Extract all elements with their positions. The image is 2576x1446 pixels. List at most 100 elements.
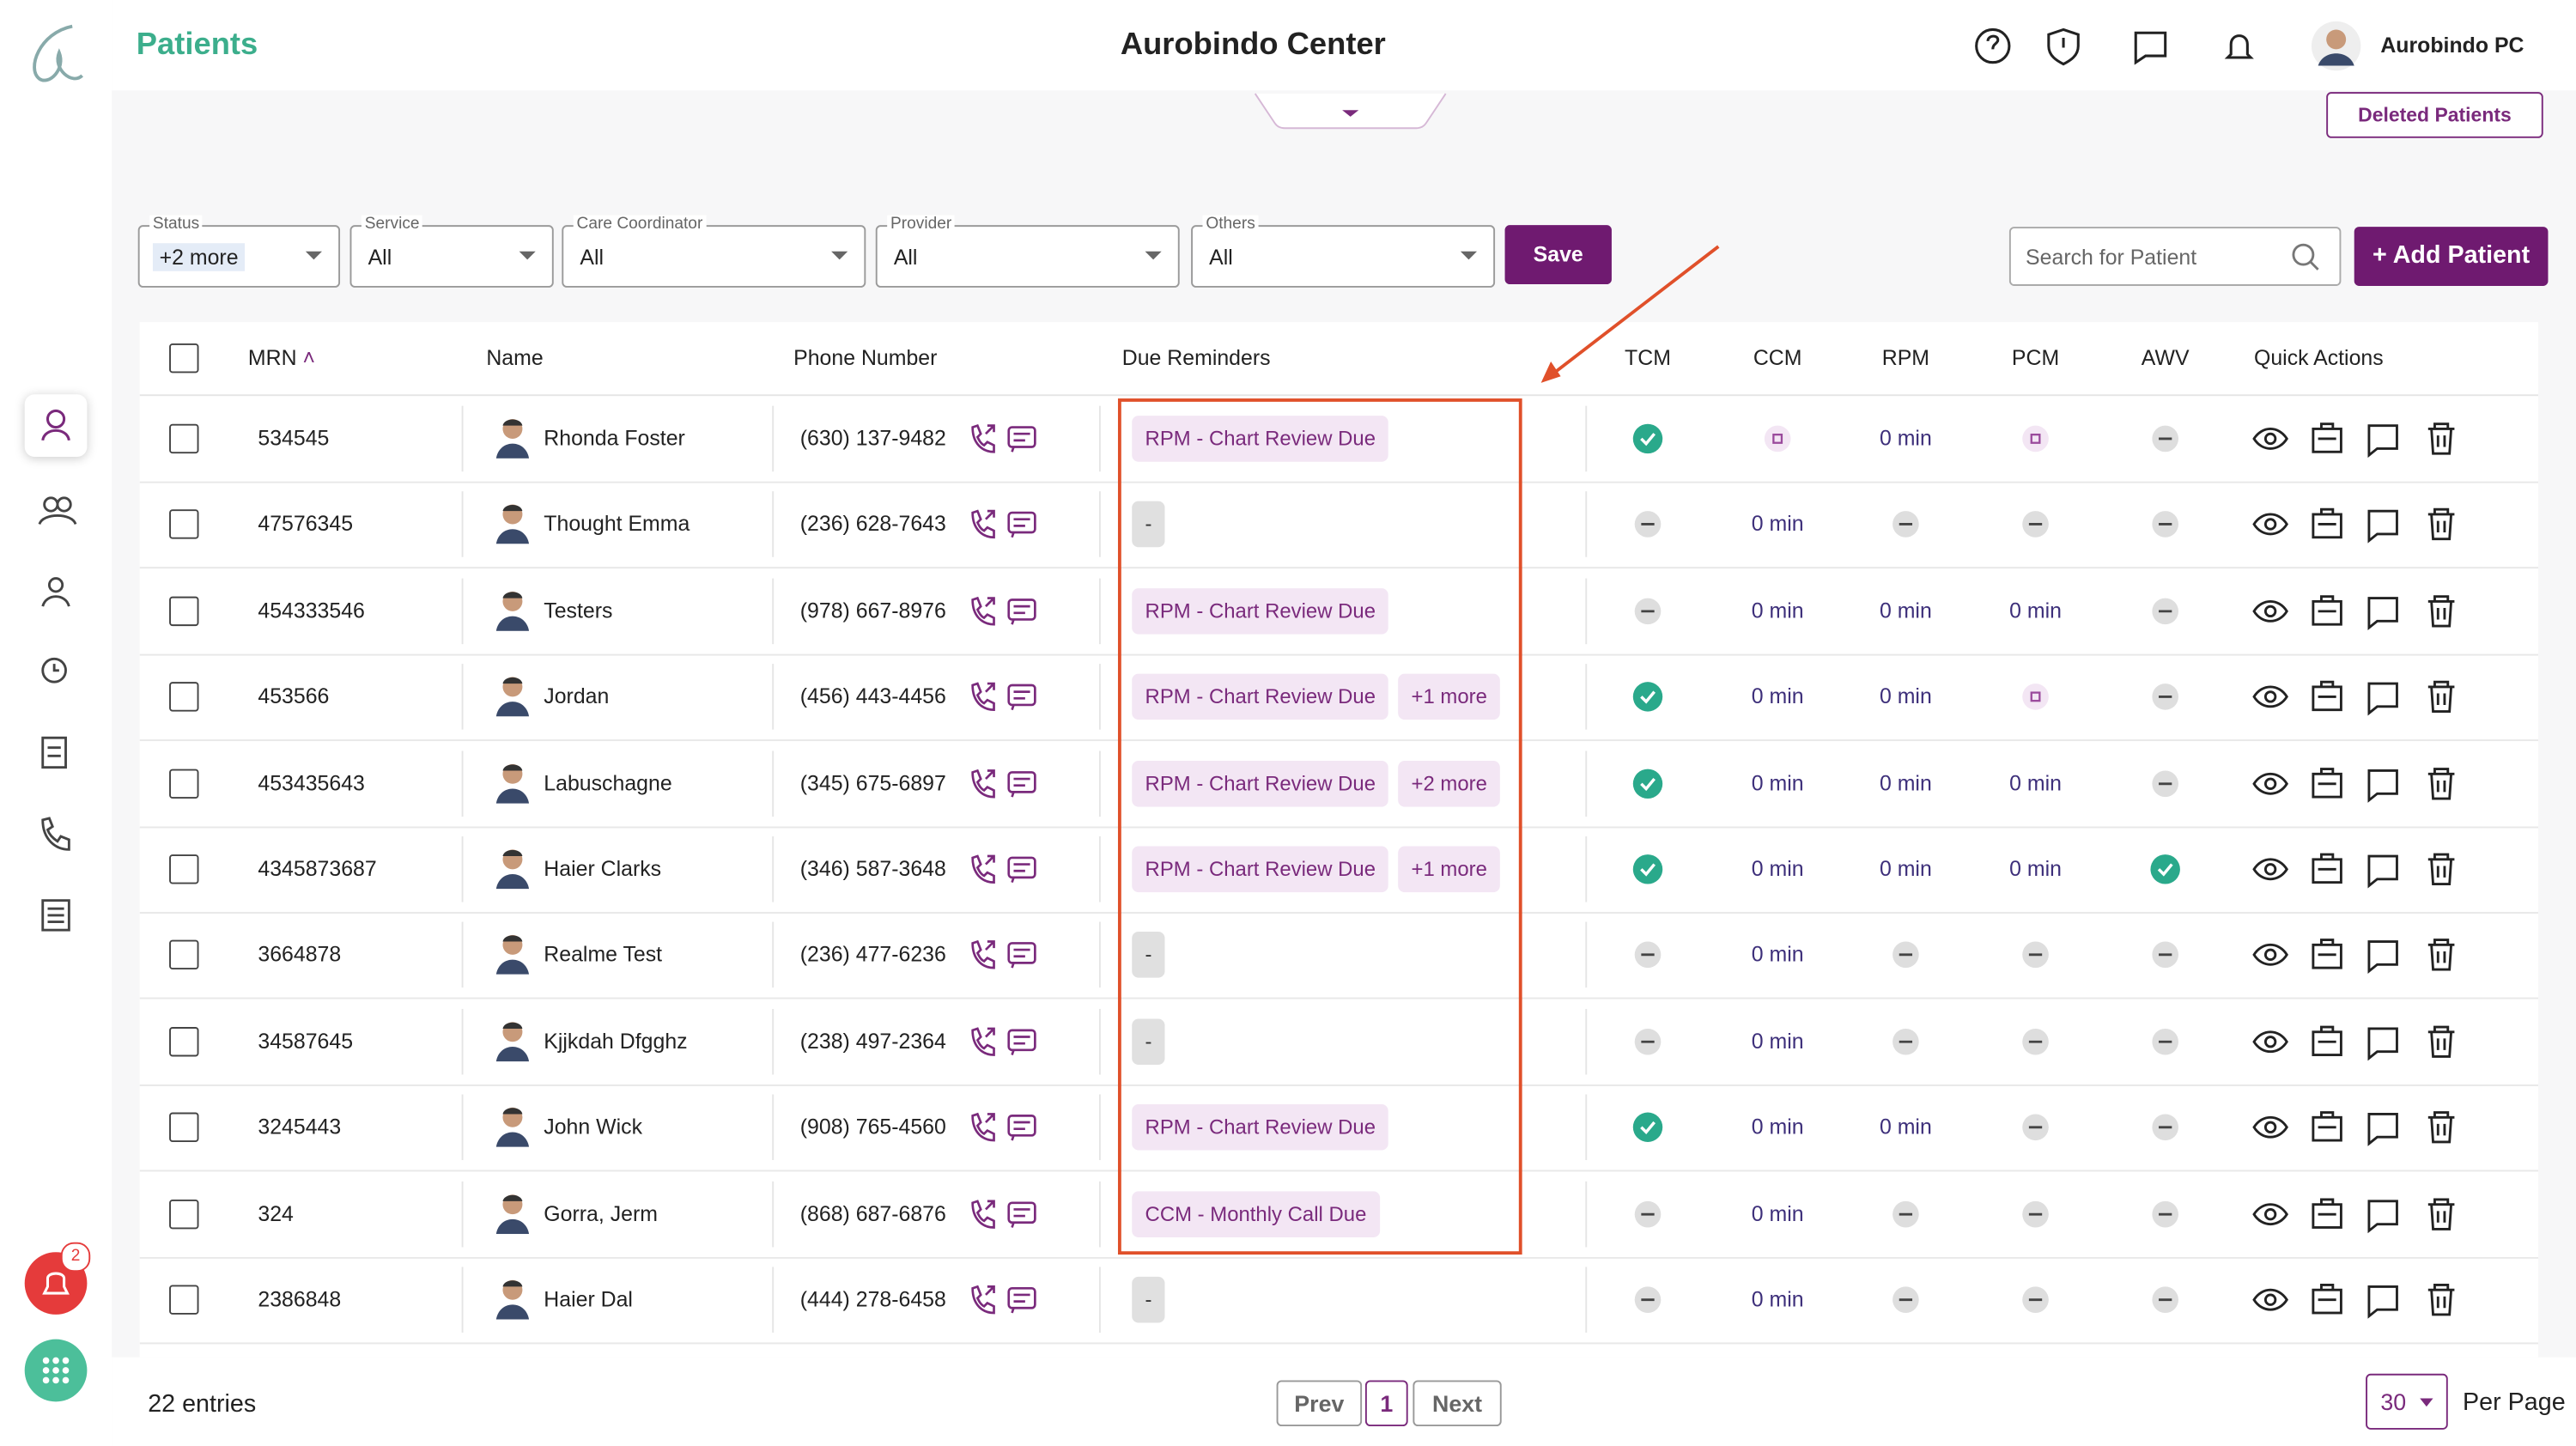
status-icon (1631, 594, 1664, 635)
reminder-tag[interactable]: - (1132, 1018, 1165, 1065)
patient-name[interactable]: Haier Dal (544, 1286, 633, 1312)
patient-name[interactable]: Kjjkdah Dfgghz (544, 1028, 688, 1054)
contact-icons[interactable] (968, 1024, 1040, 1068)
row-checkbox[interactable] (169, 1026, 199, 1057)
status-icon (1889, 1025, 1922, 1066)
avatar (2311, 21, 2361, 71)
quick-actions[interactable] (2252, 505, 2466, 552)
cell-divider (461, 1267, 464, 1333)
cell-divider (461, 664, 464, 731)
nav-patients[interactable] (24, 394, 88, 457)
contact-icons[interactable] (968, 421, 1040, 465)
patient-name[interactable]: Thought Emma (544, 511, 690, 537)
filter-label: Status (149, 215, 204, 234)
user-name[interactable]: Aurobindo PC (2380, 33, 2524, 58)
contact-icons[interactable] (968, 1195, 1040, 1240)
patient-name[interactable]: Rhonda Foster (544, 425, 685, 451)
page-button[interactable]: 1 (1364, 1380, 1408, 1427)
row-checkbox[interactable] (169, 1112, 199, 1143)
prev-button[interactable]: Prev (1276, 1380, 1363, 1427)
quick-actions[interactable] (2252, 592, 2466, 639)
patient-name[interactable]: Gorra, Jerm (544, 1200, 658, 1225)
reminder-tag[interactable]: +1 more (1398, 673, 1501, 720)
quick-actions[interactable] (2252, 1194, 2466, 1241)
row-checkbox[interactable] (169, 940, 199, 970)
filter-value: All (893, 245, 918, 270)
avatar (495, 588, 531, 639)
filter[interactable]: Status +2 more (137, 215, 341, 288)
reminder-tag[interactable]: - (1132, 1276, 1165, 1323)
reminder-tag[interactable]: RPM - Chart Review Due (1132, 587, 1389, 635)
search-placeholder: Search for Patient (2026, 245, 2197, 270)
contact-icons[interactable] (968, 1109, 1040, 1154)
reminder-tag[interactable]: RPM - Chart Review Due (1132, 416, 1389, 462)
contact-icons[interactable] (968, 851, 1040, 896)
select-all[interactable] (169, 343, 199, 374)
sidebar: 2 (0, 0, 112, 1446)
reminder-tag[interactable]: - (1132, 932, 1165, 979)
patient-name[interactable]: Jordan (544, 684, 610, 709)
per-page-select[interactable]: 30 (2366, 1373, 2448, 1430)
avatar (495, 501, 531, 552)
reminder-tag[interactable]: RPM - Chart Review Due (1132, 673, 1389, 720)
quick-actions[interactable] (2252, 1022, 2466, 1069)
deleted-patients-link[interactable]: Deleted Patients (2326, 92, 2543, 138)
table-row: 2386848 Haier Dal (444) 278-6458 - 0 min (139, 1257, 2539, 1345)
patient-name[interactable]: Realme Test (544, 942, 663, 967)
search-box[interactable]: Search for Patient (2008, 227, 2342, 286)
contact-icons[interactable] (968, 938, 1040, 982)
filter[interactable]: Provider All (875, 215, 1180, 288)
avatar (495, 1191, 531, 1242)
reminder-tag[interactable]: RPM - Chart Review Due (1132, 846, 1389, 893)
table-row: 4345873687 Haier Clarks (346) 587-3648 RPM … (139, 827, 2539, 914)
contact-icons[interactable] (968, 765, 1040, 810)
caret (305, 251, 323, 268)
row-checkbox[interactable] (169, 1199, 199, 1229)
cell-divider (772, 836, 775, 902)
quick-actions[interactable] (2252, 1280, 2466, 1328)
contact-icons[interactable] (968, 679, 1040, 724)
row-checkbox[interactable] (169, 768, 199, 799)
quick-actions[interactable] (2252, 419, 2466, 466)
patient-name[interactable]: Testers (544, 598, 613, 623)
contact-icons[interactable] (968, 507, 1040, 551)
contact-icons[interactable] (968, 1282, 1040, 1327)
filter[interactable]: Service All (349, 215, 554, 288)
avatar (495, 1018, 531, 1069)
table-row: 534545 Rhonda Foster (630) 137-9482 RPM - C… (139, 396, 2539, 483)
quick-actions[interactable] (2252, 677, 2466, 725)
contact-icons[interactable] (968, 592, 1040, 637)
reminder-tag[interactable]: CCM - Monthly Call Due (1132, 1190, 1380, 1237)
filter[interactable]: Others All (1191, 215, 1496, 288)
reminder-tag[interactable]: - (1132, 501, 1165, 548)
add-patient-button[interactable]: + Add Patient (2354, 227, 2549, 286)
patient-name[interactable]: Labuschagne (544, 769, 672, 795)
phone: (444) 278-6458 (799, 1286, 946, 1312)
reminder-tag[interactable]: +2 more (1398, 760, 1501, 806)
patient-name[interactable]: John Wick (544, 1114, 643, 1139)
row-checkbox[interactable] (169, 854, 199, 884)
quick-actions[interactable] (2252, 763, 2466, 811)
status-icon (1889, 1284, 1922, 1325)
row-checkbox[interactable] (169, 682, 199, 712)
reminder-tag[interactable]: RPM - Chart Review Due (1132, 1104, 1389, 1151)
reminder-tag[interactable]: +1 more (1398, 846, 1501, 893)
row-checkbox[interactable] (169, 1285, 199, 1315)
next-button[interactable]: Next (1413, 1380, 1502, 1427)
reminder-tag[interactable]: RPM - Chart Review Due (1132, 760, 1389, 806)
top-icons[interactable] (1973, 25, 2286, 68)
filter[interactable]: Care Coordinator All (562, 215, 866, 288)
dialpad[interactable] (24, 1339, 88, 1402)
cell-divider (1585, 1008, 1588, 1075)
quick-actions[interactable] (2252, 1108, 2466, 1155)
row-checkbox[interactable] (169, 423, 199, 454)
quick-actions[interactable] (2252, 936, 2466, 983)
collapse-toggle[interactable] (1252, 90, 1449, 133)
entries-count: 22 entries (148, 1389, 257, 1419)
nav-icons[interactable] (33, 485, 82, 962)
save-button[interactable]: Save (1504, 225, 1612, 285)
patient-name[interactable]: Haier Clarks (544, 856, 662, 881)
quick-actions[interactable] (2252, 849, 2466, 896)
row-checkbox[interactable] (169, 509, 199, 540)
row-checkbox[interactable] (169, 596, 199, 626)
